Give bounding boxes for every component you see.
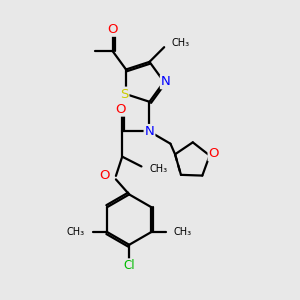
Text: N: N — [145, 125, 154, 138]
Text: Cl: Cl — [123, 259, 135, 272]
Text: CH₃: CH₃ — [149, 164, 167, 174]
Text: S: S — [120, 88, 128, 100]
Text: O: O — [107, 23, 118, 36]
Text: N: N — [161, 75, 171, 88]
Text: O: O — [115, 103, 126, 116]
Text: CH₃: CH₃ — [67, 227, 85, 237]
Text: O: O — [208, 147, 219, 160]
Text: CH₃: CH₃ — [172, 38, 190, 48]
Text: O: O — [99, 169, 110, 182]
Text: CH₃: CH₃ — [173, 227, 191, 237]
